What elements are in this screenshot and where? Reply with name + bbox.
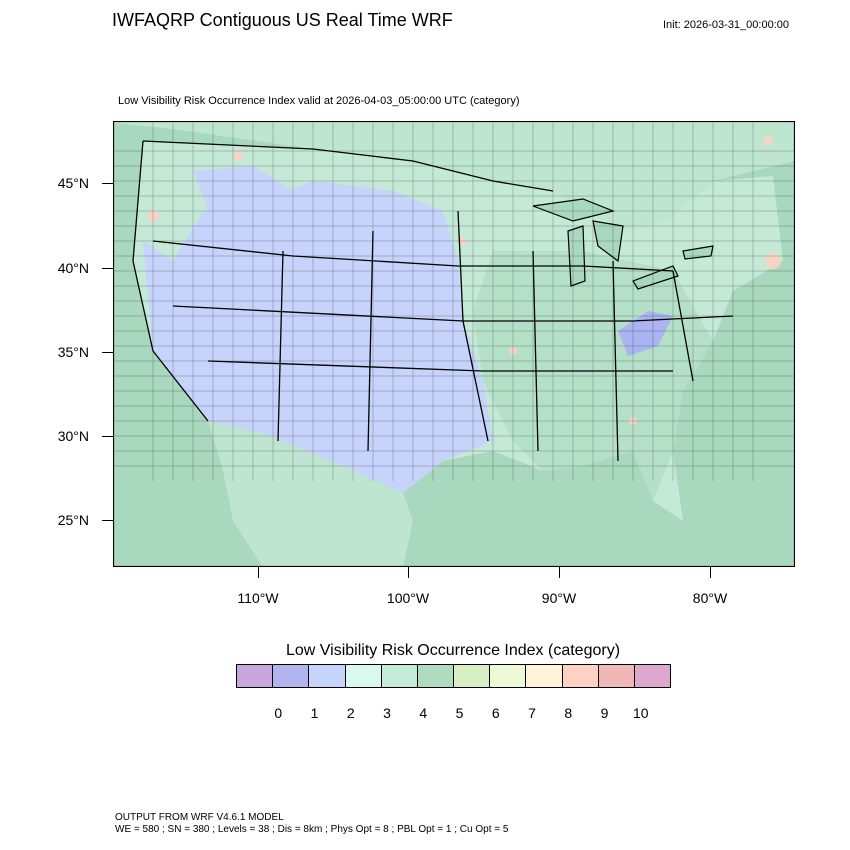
legend-label: 7	[528, 705, 536, 721]
lat-tick-40	[102, 268, 113, 269]
legend-swatch	[490, 665, 527, 687]
lat-label-30: 30°N	[57, 428, 89, 444]
legend-swatch	[309, 665, 346, 687]
lat-label-45: 45°N	[57, 175, 89, 191]
legend-swatch	[526, 665, 563, 687]
legend-colorbar	[236, 664, 671, 688]
legend-swatch	[273, 665, 310, 687]
legend-swatch	[454, 665, 491, 687]
legend-swatch	[562, 665, 599, 687]
forecast-map	[113, 121, 795, 567]
lat-tick-35	[102, 352, 113, 353]
lon-tick-90	[559, 567, 560, 578]
legend-label: 4	[419, 705, 428, 721]
lat-tick-45	[102, 183, 113, 184]
legend-label: 8	[564, 705, 573, 721]
lon-tick-80	[710, 567, 711, 578]
mexico-land	[208, 421, 413, 567]
legend-title: Low Visibility Risk Occurrence Index (ca…	[285, 642, 621, 659]
legend-swatch	[417, 665, 455, 687]
legend-label: 9	[600, 705, 609, 721]
legend-label: 3	[383, 705, 391, 721]
model-info-footer: OUTPUT FROM WRF V4.6.1 MODEL WE = 580 ; …	[115, 812, 508, 836]
lon-tick-100	[408, 567, 409, 578]
canada-land	[113, 121, 795, 231]
lat-label-25: 25°N	[57, 512, 89, 528]
legend-label: 10	[632, 705, 649, 721]
legend-label: 6	[491, 705, 500, 721]
legend-label: 2	[346, 705, 355, 721]
legend-swatch	[345, 665, 382, 687]
legend-swatch	[634, 665, 671, 687]
lon-label-110: 110°W	[237, 590, 279, 606]
map-border	[113, 121, 795, 567]
county-borders	[113, 121, 795, 481]
west-low-region	[143, 181, 493, 493]
legend-swatch	[381, 665, 418, 687]
lat-tick-30	[102, 436, 113, 437]
lon-label-100: 100°W	[386, 590, 430, 606]
plot-title: IWFAQRP Contiguous US Real Time WRF	[112, 10, 453, 30]
legend-label: 0	[274, 705, 283, 721]
lon-label-80: 80°W	[692, 590, 728, 606]
legend-swatch	[237, 665, 274, 687]
lon-tick-110	[258, 567, 259, 578]
field-subtitle: Low Visibility Risk Occurrence Index val…	[118, 95, 520, 107]
legend-label: 5	[455, 705, 464, 721]
legend-swatch	[598, 665, 635, 687]
init-time-label: Init: 2026-03-31_00:00:00	[663, 19, 789, 31]
lon-label-90: 90°W	[541, 590, 577, 606]
footer-line-2: WE = 580 ; SN = 380 ; Levels = 38 ; Dis …	[115, 824, 509, 835]
lat-label-40: 40°N	[57, 260, 89, 276]
lat-tick-25	[102, 520, 113, 521]
appalachian-patch	[618, 311, 673, 356]
lat-label-35: 35°N	[57, 344, 89, 360]
footer-line-1: OUTPUT FROM WRF V4.6.1 MODEL	[115, 812, 284, 823]
legend-label: 1	[310, 705, 319, 721]
rockies-patch	[193, 166, 293, 231]
